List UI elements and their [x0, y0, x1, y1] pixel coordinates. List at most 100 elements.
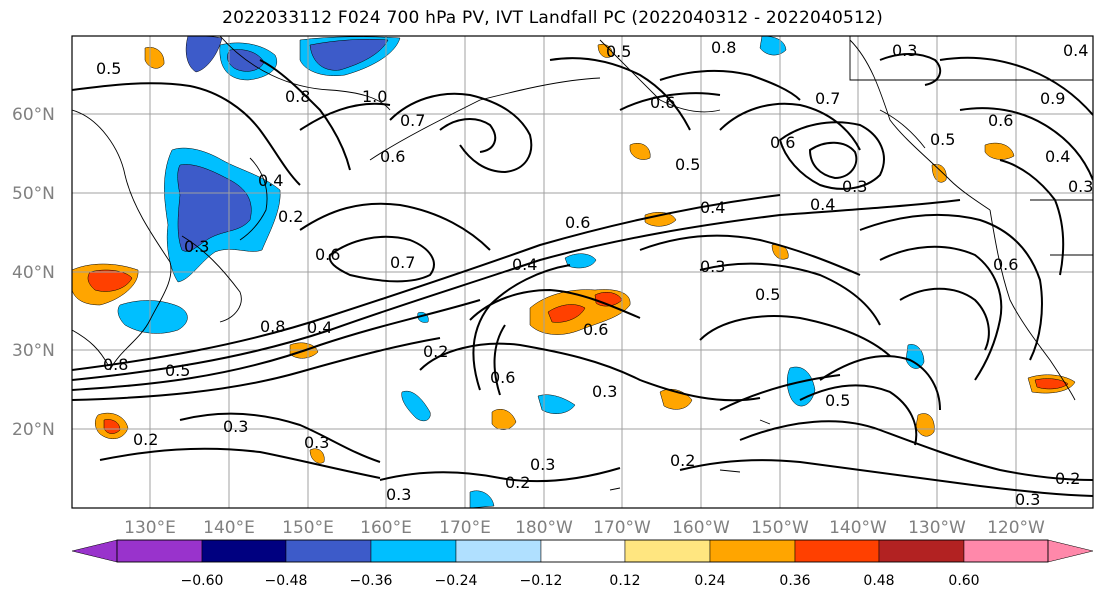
contour-label: 0.4 [700, 198, 725, 217]
contour-label: 0.3 [223, 417, 248, 436]
lon-tick-label: 130°W [908, 518, 966, 538]
contour-label: 0.8 [103, 355, 128, 374]
contour-label: 0.3 [530, 455, 555, 474]
lon-tick-label: 130°E [124, 518, 176, 538]
lon-tick-label: 150°W [751, 518, 809, 538]
lon-tick-label: 160°E [360, 518, 412, 538]
coastlines [72, 36, 1093, 491]
contour-label: 0.3 [1068, 177, 1093, 196]
colorbar-tick-label: 0.60 [948, 573, 979, 589]
positive-anomaly-region [491, 409, 517, 430]
lat-tick-label: 50°N [12, 184, 55, 204]
contour-label: 0.4 [307, 318, 332, 337]
contour-label: 0.6 [315, 245, 340, 264]
contour-label: 0.5 [930, 130, 955, 149]
positive-anomaly-region [931, 164, 947, 183]
colorbar-extend-low [71, 539, 118, 563]
contour-label: 0.8 [285, 87, 310, 106]
contour-label: 0.3 [1015, 490, 1040, 509]
colorbar-tick-label: −0.36 [350, 573, 393, 589]
contour-label: 0.4 [512, 255, 537, 274]
longitude-labels: 130°E 140°E 150°E 160°E 170°E 180°W 170°… [124, 518, 1045, 538]
contour-label: 0.5 [165, 361, 190, 380]
colorbar-labels: −0.60 −0.48 −0.36 −0.24 −0.12 0.12 0.24 … [181, 573, 980, 589]
contour-label: 0.6 [380, 147, 405, 166]
contour-label: 1.0 [362, 87, 387, 106]
colorbar-tick-label: −0.48 [265, 573, 308, 589]
lon-tick-label: 140°E [203, 518, 255, 538]
contour-label: 0.9 [1040, 89, 1065, 108]
positive-anomaly-region [915, 413, 935, 437]
lat-tick-label: 30°N [12, 341, 55, 361]
positive-anomaly-region [984, 142, 1015, 160]
colorbar-segment [455, 539, 542, 563]
colorbar-segment [878, 539, 965, 563]
latitude-labels: 60°N 50°N 40°N 30°N 20°N [12, 105, 55, 440]
contour-label: 0.8 [260, 317, 285, 336]
contour-label: 0.2 [423, 342, 448, 361]
contour-label: 0.5 [825, 391, 850, 410]
contour-label: 0.3 [592, 382, 617, 401]
colorbar-tick-label: 0.36 [779, 573, 810, 589]
positive-anomaly-region [87, 269, 133, 292]
map-frame [71, 35, 1094, 509]
contour-lines [72, 53, 1093, 497]
colorbar-tick-label: −0.60 [181, 573, 224, 589]
colorbar-segment [963, 539, 1049, 563]
contour-label: 0.5 [675, 155, 700, 174]
contour-label: 0.8 [711, 38, 736, 57]
contour-label: 0.3 [700, 257, 725, 276]
colorbar-segment [116, 539, 203, 563]
contour-label: 0.5 [96, 59, 121, 78]
lon-tick-label: 140°W [829, 518, 887, 538]
lon-tick-label: 150°E [282, 518, 334, 538]
colorbar-segment [709, 539, 796, 563]
negative-anomaly-region [117, 300, 188, 334]
contour-label: 0.7 [815, 89, 840, 108]
negative-anomaly-region [469, 490, 495, 508]
contour-labels: 0.5 0.5 0.8 0.3 0.4 1.0 0.8 0.7 0.6 0.4 … [96, 38, 1093, 509]
colorbar-segment [624, 539, 711, 563]
contour-label: 0.6 [993, 255, 1018, 274]
positive-anomaly-region [309, 448, 325, 464]
contour-label: 0.4 [810, 195, 835, 214]
lon-tick-label: 160°W [672, 518, 730, 538]
colorbar-tick-label: 0.24 [694, 573, 725, 589]
contour-label: 0.4 [258, 171, 283, 190]
colorbar-extend-high [1047, 539, 1094, 563]
colorbar-segment [370, 539, 457, 563]
lon-tick-label: 120°W [987, 518, 1045, 538]
contour-label: 0.7 [400, 111, 425, 130]
contour-label: 0.3 [184, 237, 209, 256]
negative-anomaly-region [564, 253, 597, 269]
lon-tick-label: 170°W [593, 518, 651, 538]
contour-label: 0.3 [304, 433, 329, 452]
negative-anomaly-region [177, 164, 252, 252]
contour-label: 0.3 [386, 485, 411, 504]
positive-anomaly-region [629, 142, 651, 160]
contour-label: 0.6 [583, 320, 608, 339]
contour-label: 0.2 [133, 430, 158, 449]
colorbar-tick-label: 0.48 [863, 573, 894, 589]
negative-anomaly-region [401, 390, 431, 422]
contour-label: 0.6 [988, 111, 1013, 130]
contour-label: 0.6 [490, 368, 515, 387]
positive-anomaly-region [1034, 378, 1069, 390]
colorbar-tick-label: −0.24 [435, 573, 478, 589]
lat-tick-label: 20°N [12, 420, 55, 440]
lon-tick-label: 180°W [515, 518, 573, 538]
positive-anomaly-region [103, 419, 121, 434]
positive-anomaly-region [547, 304, 586, 323]
contour-label: 0.6 [770, 133, 795, 152]
colorbar-tick-label: 0.12 [609, 573, 640, 589]
contour-label: 0.6 [565, 213, 590, 232]
lat-tick-label: 60°N [12, 105, 55, 125]
contour-label: 0.6 [650, 93, 675, 112]
colorbar-segment [794, 539, 880, 563]
negative-anomaly-region [309, 38, 389, 71]
colorbar [71, 539, 1094, 563]
colorbar-segment [201, 539, 287, 563]
contour-label: 0.7 [390, 253, 415, 272]
contour-label: 0.2 [1055, 469, 1080, 488]
